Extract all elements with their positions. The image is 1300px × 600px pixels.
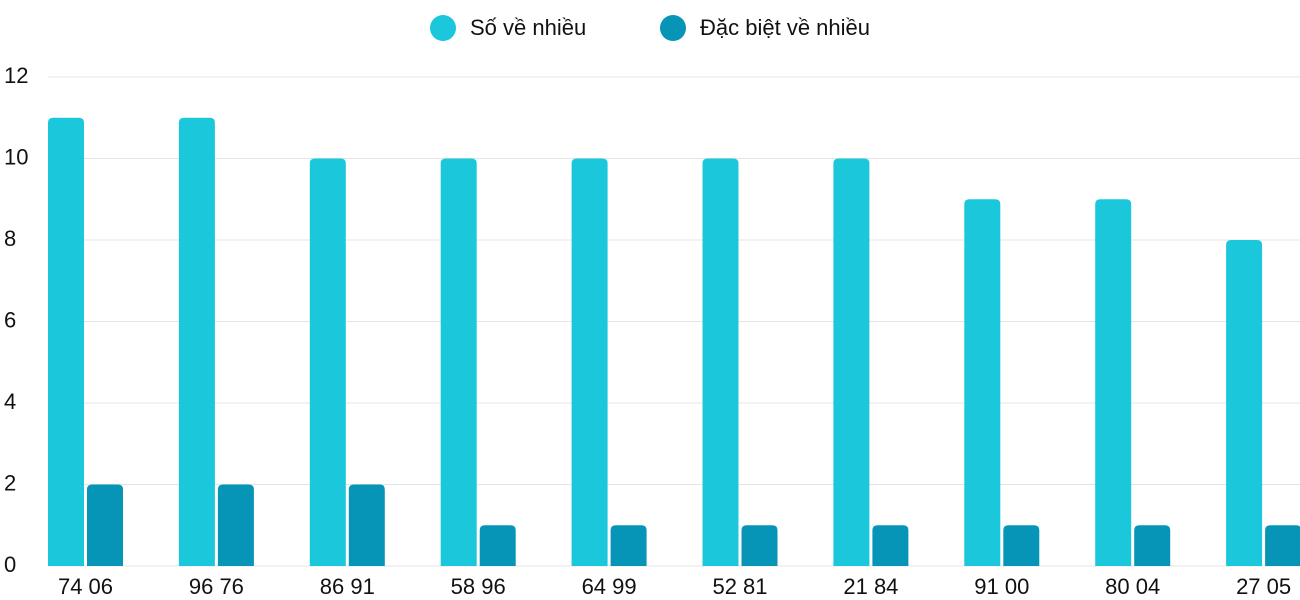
bar — [87, 484, 123, 566]
y-tick-label: 12 — [4, 63, 28, 88]
y-tick-label: 6 — [4, 307, 16, 332]
bar — [1134, 525, 1171, 566]
bar — [479, 525, 516, 566]
bar — [1095, 199, 1132, 566]
legend-label: Đặc biệt về nhiều — [700, 15, 870, 40]
bar — [1226, 240, 1263, 566]
x-tick-label: 52 81 — [712, 574, 767, 599]
y-tick-label: 8 — [4, 226, 16, 251]
bar — [571, 158, 608, 566]
x-tick-label: 74 06 — [58, 574, 113, 599]
bar — [964, 199, 1001, 566]
legend-marker — [430, 15, 456, 41]
x-tick-label: 86 91 — [320, 574, 375, 599]
x-tick-label: 96 76 — [189, 574, 244, 599]
x-tick-label: 91 00 — [974, 574, 1029, 599]
bar — [610, 525, 647, 566]
x-tick-label: 64 99 — [582, 574, 637, 599]
x-tick-label: 21 84 — [843, 574, 898, 599]
bar — [833, 158, 870, 566]
bar — [309, 158, 346, 566]
bar — [1003, 525, 1040, 566]
y-tick-label: 10 — [4, 144, 28, 169]
bar — [217, 484, 254, 566]
y-tick-label: 0 — [4, 552, 16, 577]
bar — [440, 158, 477, 566]
y-tick-label: 2 — [4, 470, 16, 495]
bar — [48, 117, 84, 566]
bar — [872, 525, 909, 566]
x-tick-label: 27 05 — [1236, 574, 1291, 599]
bar — [1265, 525, 1300, 566]
bar — [178, 117, 215, 566]
y-tick-label: 4 — [4, 389, 16, 414]
legend-label: Số về nhiều — [470, 15, 586, 40]
bar — [741, 525, 778, 566]
legend-marker — [660, 15, 686, 41]
x-tick-label: 80 04 — [1105, 574, 1160, 599]
bar — [702, 158, 739, 566]
x-tick-label: 58 96 — [451, 574, 506, 599]
bar — [348, 484, 385, 566]
